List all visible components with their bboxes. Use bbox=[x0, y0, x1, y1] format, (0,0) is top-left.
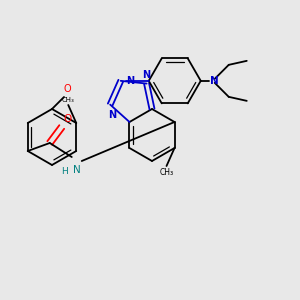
Text: CH₃: CH₃ bbox=[62, 97, 75, 103]
Text: N: N bbox=[210, 76, 218, 86]
Text: O: O bbox=[64, 114, 72, 124]
Text: N: N bbox=[108, 110, 116, 120]
Text: CH₃: CH₃ bbox=[160, 168, 174, 177]
Text: O: O bbox=[63, 84, 71, 94]
Text: N: N bbox=[73, 165, 80, 175]
Text: H: H bbox=[61, 167, 68, 176]
Text: N: N bbox=[126, 76, 134, 86]
Text: N: N bbox=[142, 70, 151, 80]
